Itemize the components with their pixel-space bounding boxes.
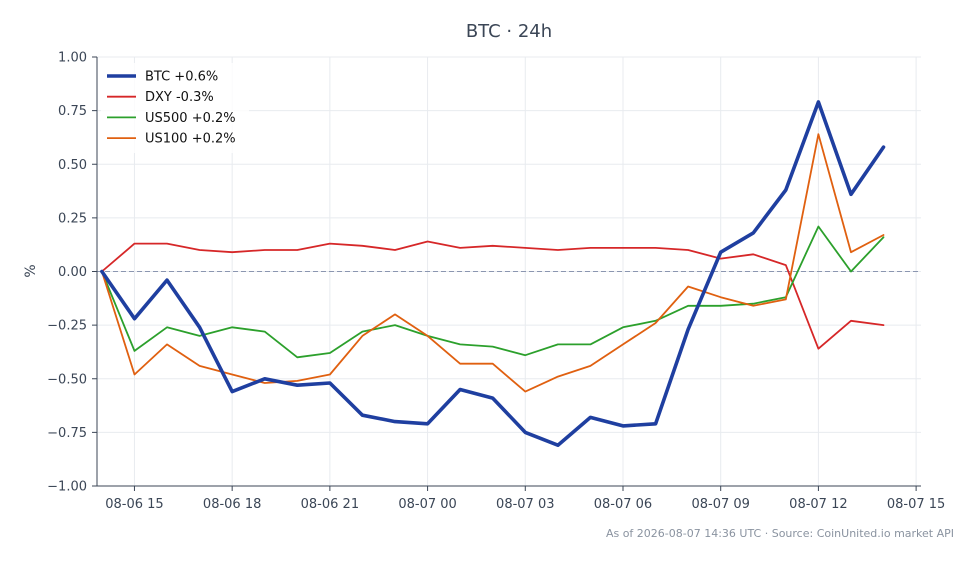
x-axis-ticks: 08-06 15 08-06 18 08-06 21 08-07 00 08-07 03… bbox=[105, 486, 945, 512]
legend-background bbox=[101, 63, 249, 153]
series-line-btc bbox=[100, 100, 886, 448]
y-axis-ticks: −1.00 −0.75 −0.50 −0.25 0.00 0.25 0.50 0.75 1.00 bbox=[47, 51, 97, 495]
x-tick-label: 08-07 03 bbox=[496, 497, 554, 512]
x-tick-label: 08-07 09 bbox=[691, 497, 749, 512]
y-tick-label: 0.25 bbox=[58, 211, 87, 226]
y-tick-label: 0.75 bbox=[58, 104, 87, 119]
y-tick-label: −0.25 bbox=[47, 319, 87, 334]
y-tick-label: 0.00 bbox=[58, 265, 87, 280]
legend-entry: DXY -0.3% bbox=[145, 90, 214, 105]
legend-entry: US500 +0.2% bbox=[145, 111, 236, 126]
series-line-dxy bbox=[101, 240, 885, 350]
legend-entry: US100 +0.2% bbox=[145, 132, 236, 147]
x-tick-label: 08-07 00 bbox=[398, 497, 456, 512]
series-line-us500 bbox=[101, 225, 885, 359]
y-tick-label: 0.50 bbox=[58, 158, 87, 173]
legend-entry: BTC +0.6% bbox=[145, 70, 218, 85]
x-tick-label: 08-07 15 bbox=[887, 497, 945, 512]
legend: BTC +0.6% DXY -0.3% US500 +0.2% US100 +0.2% bbox=[101, 63, 249, 153]
y-tick-label: −1.00 bbox=[47, 480, 87, 495]
y-tick-label: 1.00 bbox=[58, 51, 87, 66]
series-lines bbox=[100, 100, 886, 448]
y-tick-label: −0.75 bbox=[47, 426, 87, 441]
y-axis-label: % bbox=[23, 264, 39, 277]
source-footer: As of 2026-08-07 14:36 UTC · Source: Coi… bbox=[606, 527, 954, 540]
chart-title: BTC · 24h bbox=[466, 21, 552, 42]
x-tick-label: 08-06 21 bbox=[301, 497, 359, 512]
series-line-us100 bbox=[101, 133, 885, 393]
x-tick-label: 08-07 12 bbox=[789, 497, 847, 512]
x-tick-label: 08-06 15 bbox=[105, 497, 163, 512]
y-tick-label: −0.50 bbox=[47, 372, 87, 387]
x-tick-label: 08-07 06 bbox=[594, 497, 652, 512]
x-tick-label: 08-06 18 bbox=[203, 497, 261, 512]
